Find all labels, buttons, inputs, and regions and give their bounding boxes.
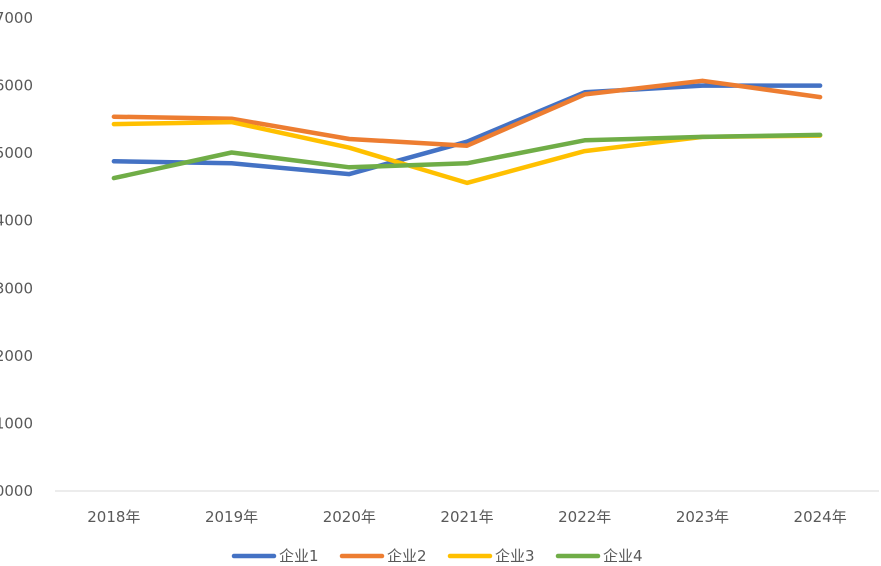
series-line-4	[111, 132, 823, 181]
series-line-1	[111, 83, 823, 177]
x-tick-label: 2022年	[558, 508, 611, 526]
y-tick-label: 1000	[0, 414, 33, 432]
x-tick-label: 2020年	[323, 508, 376, 526]
y-tick-label: 2000	[0, 347, 33, 365]
y-tick-label: 5000	[0, 144, 33, 162]
x-tick-label: 2018年	[87, 508, 140, 526]
legend-label-2: 企业2	[387, 547, 427, 565]
x-tick-label: 2024年	[794, 508, 847, 526]
legend: 企业1 企业2 企业3 企业4	[231, 547, 643, 565]
legend-label-3: 企业3	[495, 547, 535, 565]
legend-label-1: 企业1	[279, 547, 319, 565]
y-tick-label: 3000	[0, 279, 33, 297]
series-lines	[111, 78, 823, 186]
x-tick-label: 2019年	[205, 508, 258, 526]
y-tick-label: 7000	[0, 9, 33, 27]
x-tick-label: 2021年	[440, 508, 493, 526]
series-line-2	[111, 78, 823, 148]
x-axis-tick-labels: 2018年 2019年 2020年 2021年 2022年 2023年 2024年	[87, 508, 846, 526]
y-tick-label: 4000	[0, 212, 33, 230]
legend-label-4: 企业4	[603, 547, 643, 565]
series-line-3	[111, 119, 823, 186]
y-tick-label: 6000	[0, 77, 33, 95]
x-tick-label: 2023年	[676, 508, 729, 526]
